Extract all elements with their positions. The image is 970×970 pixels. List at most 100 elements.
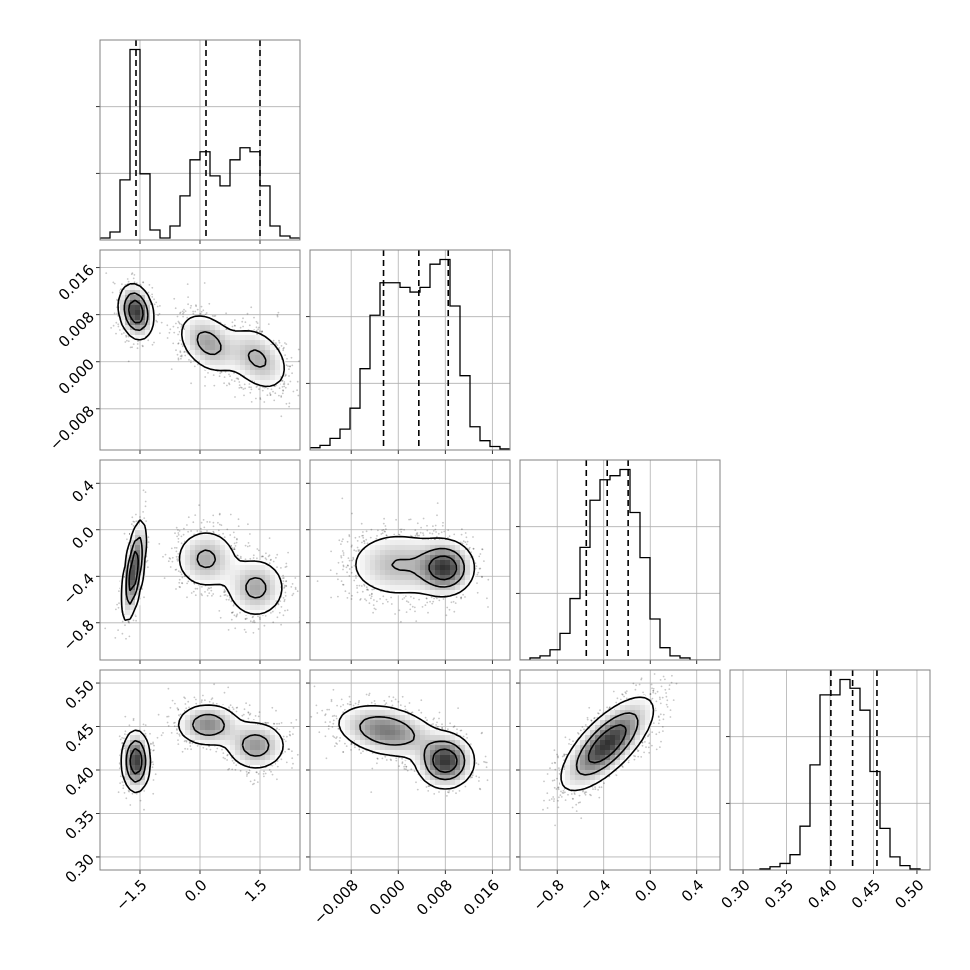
sample-point [208,302,211,305]
sample-point [132,525,135,527]
sample-point [270,388,273,391]
sample-point [179,571,182,574]
density-cell [250,340,256,346]
sample-point [271,706,274,709]
sample-point [209,748,212,751]
sample-point [284,595,287,597]
sample-point [190,304,193,307]
density-cell [270,590,276,596]
sample-point [222,532,225,535]
sample-point [177,532,180,534]
density-cell [200,360,206,366]
sample-point [207,372,209,374]
density-cell [240,355,246,361]
density-cell [135,540,141,546]
sample-point [263,770,265,773]
density-cell [210,560,216,566]
density-cell [220,560,226,566]
sample-point [179,312,181,315]
density-cell [250,355,256,361]
sample-point [212,514,215,517]
density-cell [120,290,126,296]
sample-point [117,325,120,328]
sample-point [182,312,184,315]
density-cell [120,300,126,306]
density-cell [240,335,246,341]
sample-point [228,767,231,770]
density-cell [240,340,246,346]
sample-point [220,371,223,374]
sample-point [208,592,211,594]
sample-point [207,587,210,589]
density-cell [260,570,266,576]
sample-point [275,600,277,602]
sample-point [275,556,277,559]
sample-point [236,538,238,541]
sample-point [118,602,120,605]
density-cell [230,595,236,601]
sample-point [260,555,263,558]
density-cell [280,360,286,366]
density-cell [215,540,221,546]
density-cell [140,540,146,546]
sample-point [188,359,190,361]
sample-point [184,350,186,353]
sample-point [135,520,138,523]
sample-point [204,313,207,316]
density-cell [205,345,211,351]
density-cell [205,340,211,346]
sample-point [177,358,180,361]
sample-point [174,702,176,705]
density-cell [260,375,266,381]
sample-point [123,737,125,740]
density-cell [265,365,271,371]
sample-point [167,560,170,563]
sample-point [123,532,126,535]
sample-point [175,349,177,352]
density-cell [225,360,231,366]
sample-point [177,708,180,711]
sample-point [160,321,163,324]
density-cell [195,565,201,571]
density-cell [220,540,226,546]
density-cell [180,565,186,571]
sample-point [244,544,247,547]
density-cell [140,335,146,341]
sample-point [290,586,293,588]
sample-point [174,569,177,571]
sample-point [132,719,135,722]
sample-point [279,600,282,602]
sample-point [196,587,199,590]
sample-point [156,305,159,308]
sample-point [228,373,230,376]
density-cell [190,555,196,561]
sample-point [244,387,247,390]
sample-point [237,378,240,381]
sample-point [284,375,286,377]
sample-point [286,357,288,360]
sample-point [231,611,233,614]
sample-point [183,308,185,311]
sample-point [268,769,271,771]
density-cell [130,590,136,596]
sample-point [265,552,267,555]
density-cell [125,575,131,581]
sample-point [212,525,215,528]
sample-point [117,606,120,609]
density-cell [255,375,261,381]
density-cell [240,600,246,606]
density-cell [135,295,141,301]
density-cell [220,545,226,551]
sample-point [185,740,188,743]
density-cell [270,595,276,601]
sample-point [182,315,185,318]
sample-point [250,306,253,309]
sample-point [240,386,243,389]
sample-point [288,368,290,371]
density-cell [190,565,196,571]
sample-point [294,577,297,579]
sample-point [288,405,290,408]
sample-point [112,281,115,284]
sample-point [288,375,290,377]
sample-point [203,526,206,529]
